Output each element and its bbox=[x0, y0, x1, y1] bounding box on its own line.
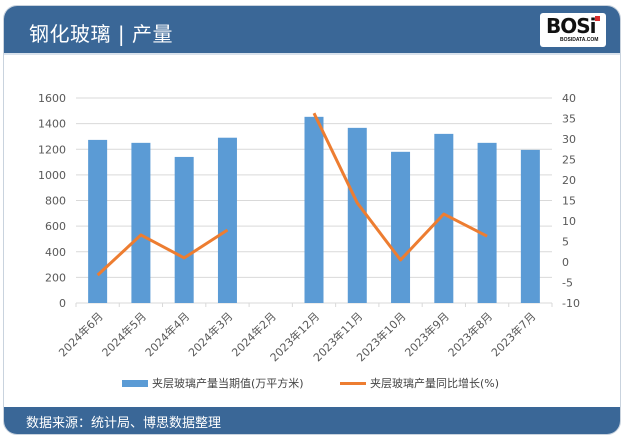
legend-item-line: 夹层玻璃产量同比增长(%) bbox=[340, 375, 499, 391]
footer-bar: 数据来源：统计局、博思数据整理 bbox=[4, 407, 620, 434]
bar bbox=[477, 142, 497, 303]
left-axis-tick: 1200 bbox=[38, 143, 66, 156]
right-axis-tick: 20 bbox=[562, 174, 576, 187]
left-axis-tick: 600 bbox=[45, 220, 66, 233]
left-axis-tick: 0 bbox=[59, 297, 66, 310]
bar bbox=[520, 149, 540, 303]
left-axis-tick: 800 bbox=[45, 195, 66, 208]
line-swatch-icon bbox=[340, 381, 366, 385]
right-axis-tick: 30 bbox=[562, 133, 576, 146]
left-axis-tick: 400 bbox=[45, 246, 66, 259]
growth-line bbox=[312, 112, 488, 262]
right-axis-tick: 15 bbox=[562, 195, 576, 208]
right-axis-tick: 10 bbox=[562, 215, 576, 228]
x-axis-label: 2024年6月 bbox=[56, 309, 106, 359]
right-axis-tick: -10 bbox=[562, 297, 580, 310]
left-axis-tick: 1600 bbox=[38, 92, 66, 105]
bar bbox=[347, 127, 367, 304]
right-axis-tick: 40 bbox=[562, 92, 576, 105]
x-axis-label: 2024年4月 bbox=[142, 309, 192, 359]
bosi-logo: BOSi BOSIDATA.COM bbox=[540, 13, 606, 47]
x-axis-label: 2023年9月 bbox=[402, 309, 452, 359]
header-bar: 钢化玻璃 | 产量 BOSi BOSIDATA.COM bbox=[4, 6, 620, 55]
bar bbox=[174, 156, 194, 303]
legend-line-label: 夹层玻璃产量同比增长(%) bbox=[370, 377, 500, 390]
right-axis-tick: -5 bbox=[562, 277, 573, 290]
bar bbox=[434, 133, 454, 303]
left-axis-tick: 1000 bbox=[38, 169, 66, 182]
right-axis-tick: 25 bbox=[562, 154, 576, 167]
logo-dot-icon bbox=[595, 16, 600, 21]
left-axis-tick: 200 bbox=[45, 271, 66, 284]
page-title: 钢化玻璃 | 产量 bbox=[29, 22, 173, 46]
right-axis-tick: 35 bbox=[562, 113, 576, 126]
legend-item-bar: 夹层玻璃产量当期值(万平方米) bbox=[122, 375, 304, 391]
bar bbox=[391, 151, 411, 303]
bar bbox=[131, 142, 151, 303]
x-axis-label: 2024年3月 bbox=[185, 309, 235, 359]
logo-text: BOSi bbox=[546, 14, 597, 38]
x-axis-label: 2023年8月 bbox=[445, 309, 495, 359]
bar bbox=[304, 116, 324, 303]
logo-subtext: BOSIDATA.COM bbox=[560, 37, 599, 43]
x-axis-label: 2024年5月 bbox=[99, 309, 149, 359]
bar-swatch-icon bbox=[122, 379, 148, 387]
x-axis-label: 2023年7月 bbox=[488, 309, 538, 359]
growth-line bbox=[96, 228, 229, 277]
left-axis-tick: 1400 bbox=[38, 118, 66, 131]
right-axis-tick: 5 bbox=[562, 236, 569, 249]
legend-bar-label: 夹层玻璃产量当期值(万平方米) bbox=[152, 377, 304, 390]
right-axis-tick: 0 bbox=[562, 256, 569, 269]
bar bbox=[88, 139, 108, 303]
bar bbox=[217, 137, 237, 303]
data-source: 数据来源：统计局、博思数据整理 bbox=[26, 416, 222, 431]
